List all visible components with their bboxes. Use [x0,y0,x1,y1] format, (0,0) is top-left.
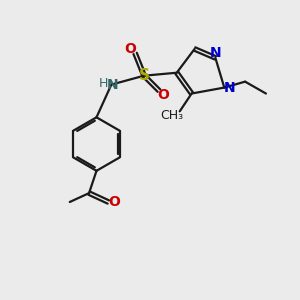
Text: O: O [158,88,169,102]
Text: O: O [108,195,120,209]
Text: N: N [107,78,119,92]
Text: S: S [139,68,150,83]
Text: CH₃: CH₃ [161,109,184,122]
Text: N: N [224,81,236,94]
Text: N: N [210,46,221,59]
Text: H: H [99,76,109,90]
Text: O: O [125,42,136,56]
